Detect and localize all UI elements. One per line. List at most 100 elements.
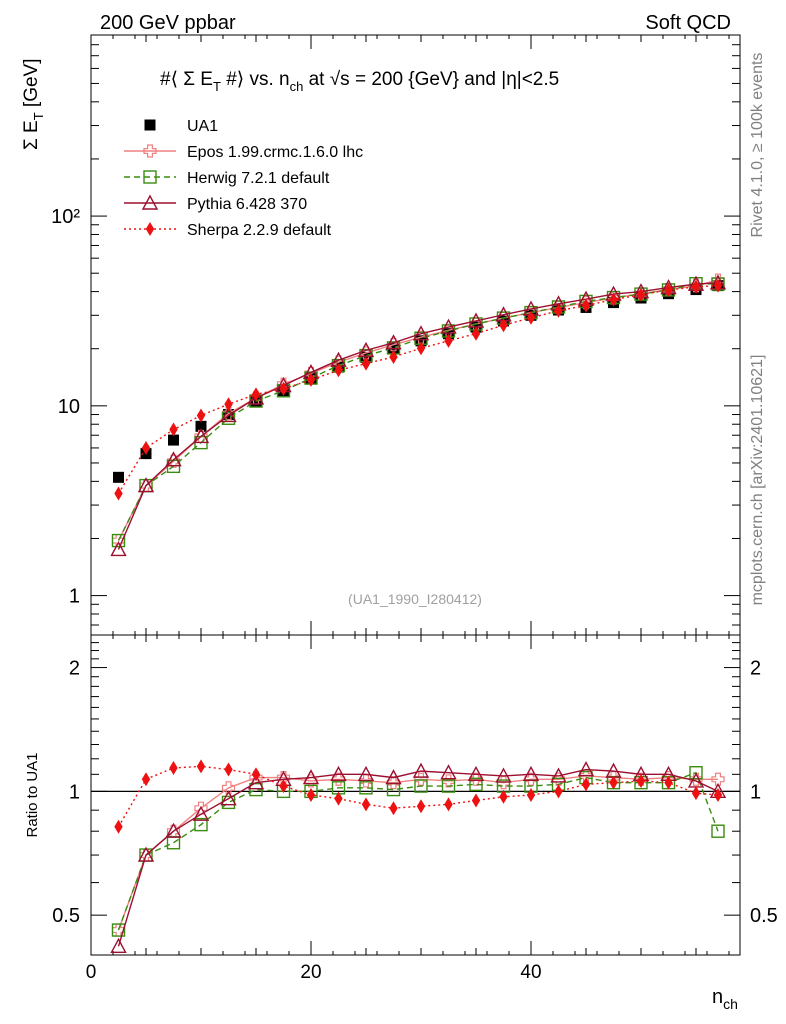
main-series-line — [117, 283, 719, 541]
main-data-point — [499, 318, 508, 333]
ratio-data-point — [169, 760, 178, 775]
header-right: Soft QCD — [645, 12, 731, 34]
ratio-y-tick-label: 1 — [69, 781, 80, 803]
ratio-data-point — [444, 797, 453, 812]
ratio-y-tick-label: 2 — [69, 658, 80, 680]
legend-label: Epos 1.99.crmc.1.6.0 lhc — [187, 144, 363, 161]
main-series-line — [117, 282, 719, 550]
ratio-data-point — [141, 772, 151, 787]
legend-entry: Pythia 6.428 370 — [124, 194, 307, 213]
plot-title: #⟨ Σ ET #⟩ vs. nch at √s = 200 {GeV} and… — [160, 69, 559, 94]
legend-marker — [143, 144, 157, 158]
ratio-y-axis-label: Ratio to UA1 — [24, 752, 41, 837]
ratio-data-point — [110, 937, 127, 953]
main-data-point — [636, 287, 646, 302]
main-data-point — [166, 454, 181, 468]
main-data-point — [110, 541, 127, 557]
ratio-data-point — [331, 772, 346, 786]
main-data-point — [247, 389, 265, 405]
main-data-point — [471, 326, 481, 341]
main-data-point — [224, 397, 233, 412]
ratio-y-tick-label-right: 0.5 — [750, 905, 778, 927]
main-data-point — [526, 310, 536, 325]
ratio-data-point — [137, 846, 155, 862]
main-series-open-cross — [111, 273, 725, 548]
mcplots-label: mcplots.cern.ch [arXiv:2401.10621] — [749, 355, 766, 606]
main-data-point — [554, 303, 563, 318]
legend-entry: Sherpa 2.2.9 default — [124, 222, 332, 239]
legend-label: Pythia 6.428 370 — [187, 196, 307, 213]
ratio-data-point — [279, 779, 288, 794]
ratio-data-point — [386, 776, 401, 790]
ratio-data-point — [114, 819, 123, 834]
ratio-data-point — [581, 777, 591, 792]
main-data-point — [713, 278, 723, 293]
ratio-data-point — [385, 769, 402, 785]
ratio-data-point — [194, 801, 208, 815]
ratio-data-point — [554, 784, 563, 799]
main-data-point — [279, 381, 288, 396]
ratio-data-point — [389, 801, 398, 816]
main-series-line — [117, 284, 719, 494]
main-data-point — [444, 333, 453, 348]
ratio-data-point — [711, 772, 725, 786]
ratio-series-open-triangle — [110, 761, 727, 953]
main-series-filled-diamond — [114, 278, 723, 501]
ratio-data-point — [526, 787, 536, 802]
ratio-data-point — [467, 765, 485, 782]
legend-marker — [145, 222, 155, 236]
ratio-data-point — [495, 767, 512, 783]
main-data-point — [113, 471, 124, 483]
ratio-data-point — [416, 799, 426, 814]
main-series-line — [117, 279, 719, 541]
ratio-data-point — [220, 790, 237, 806]
main-data-point — [141, 440, 151, 455]
ratio-data-point — [334, 791, 343, 806]
legend-label: Sherpa 2.2.9 default — [187, 222, 332, 239]
ratio-data-point — [357, 765, 375, 782]
main-data-point — [306, 372, 316, 387]
legend-entry: Herwig 7.2.1 default — [124, 170, 330, 187]
axis-ticks: 0 20 40 1 10 10² 0.5 0.5 1 1 2 2 — [51, 34, 778, 983]
main-data-point — [137, 477, 155, 493]
main-data-point — [165, 451, 182, 467]
ratio-y-tick-label: 0.5 — [52, 905, 80, 927]
main-series-open-square — [111, 277, 725, 548]
main-data-point — [691, 279, 701, 294]
main-data-point — [251, 387, 261, 402]
x-tick-label: 0 — [86, 962, 97, 983]
ratio-y-tick-label-right: 1 — [750, 781, 761, 803]
main-data-point — [195, 420, 207, 432]
main-data-point — [609, 292, 618, 307]
x-tick-label: 40 — [520, 962, 541, 983]
ratio-data-point — [306, 787, 316, 802]
ratio-data-point — [247, 774, 265, 790]
dataset-tag: (UA1_1990_I280412) — [348, 591, 482, 607]
ratio-series-line — [117, 775, 718, 931]
main-data-point — [361, 356, 371, 371]
ratio-data-point — [221, 781, 236, 795]
x-tick-label: 20 — [300, 962, 321, 983]
legend-label: Herwig 7.2.1 default — [187, 170, 330, 187]
main-data-point — [415, 335, 427, 347]
ratio-data-point — [330, 765, 347, 782]
header-left: 200 GeV ppbar — [100, 12, 236, 34]
ratio-data-point — [691, 786, 701, 801]
ratio-data-point — [664, 775, 673, 790]
main-data-point — [440, 318, 457, 334]
rivet-version-label: Rivet 4.1.0, ≥ 100k events — [749, 53, 766, 238]
ratio-series-line — [117, 771, 719, 931]
ratio-data-point — [111, 923, 126, 937]
ratio-data-point — [249, 782, 263, 797]
main-series-filled-square — [113, 280, 724, 483]
main-data-point — [221, 407, 236, 421]
ratio-data-point — [551, 772, 566, 786]
legend-marker — [143, 170, 157, 184]
ratio-series-line — [117, 765, 719, 828]
main-data-point — [416, 341, 426, 356]
legend: UA1 Epos 1.99.crmc.1.6.0 lhc Herwig 7.2.1 … — [124, 118, 363, 239]
ratio-data-point — [196, 759, 206, 774]
legend-marker — [141, 194, 159, 210]
main-data-point — [581, 298, 591, 313]
